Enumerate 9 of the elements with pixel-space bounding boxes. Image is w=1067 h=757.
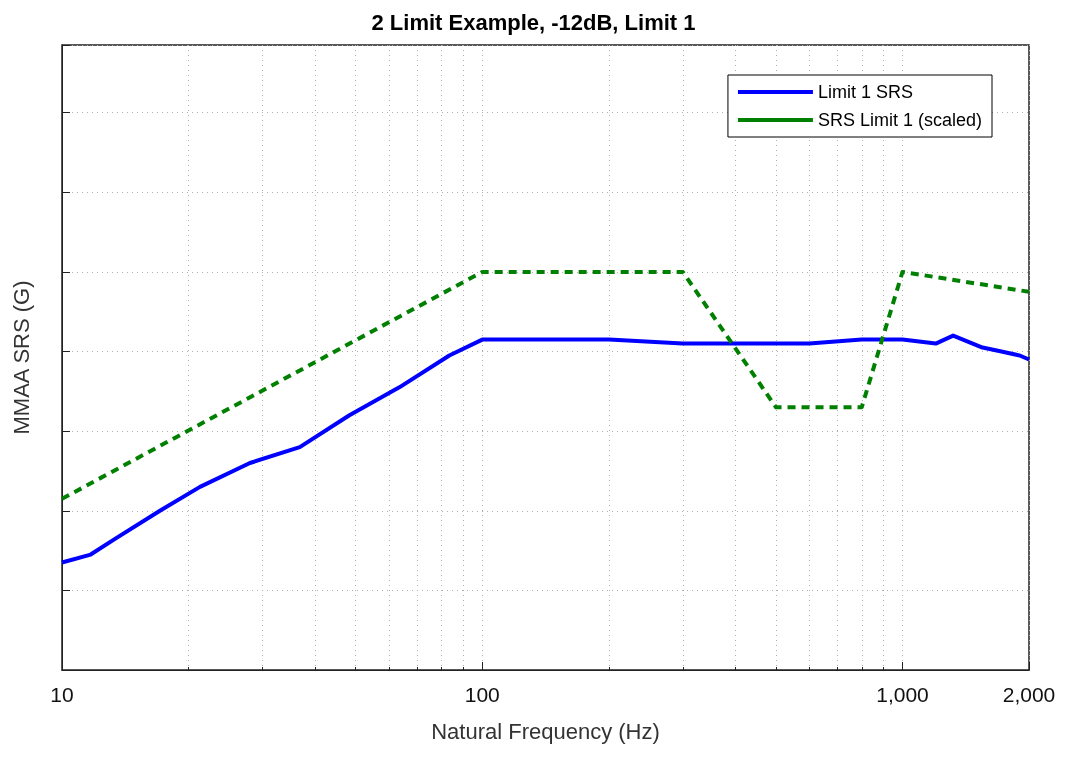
- x-tick-label: 100: [464, 683, 500, 706]
- legend-label: SRS Limit 1 (scaled): [817, 110, 983, 130]
- chart-title: 2 Limit Example, -12dB, Limit 1: [371, 9, 696, 35]
- x-tick-label: 10: [50, 683, 74, 706]
- x-tick-label: 2,000: [1002, 683, 1056, 706]
- legend-label: Limit 1 SRS: [817, 82, 913, 102]
- x-axis-title: Natural Frequency (Hz): [431, 718, 660, 744]
- x-tick-label: 1,000: [876, 683, 929, 706]
- y-axis-title: MMAA SRS (G): [8, 280, 34, 435]
